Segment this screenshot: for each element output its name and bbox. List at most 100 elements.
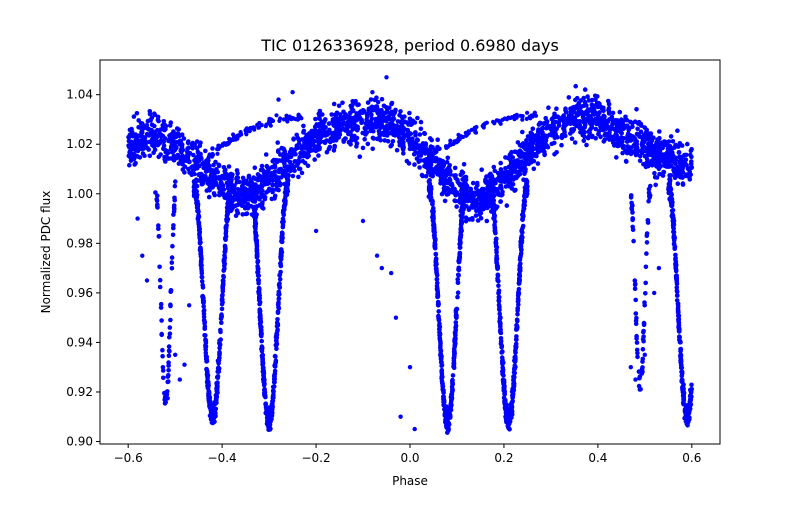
data-point <box>530 126 536 131</box>
data-point <box>593 97 598 103</box>
data-point <box>509 115 514 120</box>
data-point <box>653 182 658 188</box>
data-point <box>379 96 385 102</box>
data-point <box>262 377 267 383</box>
data-point <box>635 126 640 132</box>
data-point <box>652 170 657 176</box>
data-point <box>435 302 441 308</box>
data-point <box>524 181 529 187</box>
data-point <box>130 132 135 138</box>
data-point <box>395 119 401 124</box>
data-point <box>426 194 432 199</box>
data-point <box>206 194 212 200</box>
data-point <box>216 147 221 152</box>
data-point <box>559 132 565 138</box>
data-point <box>254 246 260 252</box>
data-point <box>255 266 261 272</box>
data-point <box>508 166 514 172</box>
data-point <box>499 349 505 355</box>
data-point <box>407 116 413 122</box>
data-point <box>589 125 595 130</box>
data-point <box>458 225 464 231</box>
data-point <box>529 131 535 137</box>
data-point <box>275 159 280 165</box>
data-point <box>390 139 396 144</box>
data-point <box>633 377 638 382</box>
data-point <box>589 102 595 107</box>
data-point <box>192 171 197 177</box>
data-point <box>360 218 366 224</box>
data-point <box>447 176 452 182</box>
data-point <box>341 109 346 115</box>
data-point <box>234 180 240 185</box>
data-point <box>559 142 564 148</box>
data-point <box>258 194 263 200</box>
data-point <box>203 169 209 174</box>
data-point <box>463 218 469 224</box>
data-point <box>171 205 177 210</box>
data-point <box>668 173 674 178</box>
data-point <box>513 187 518 193</box>
data-point <box>526 161 532 167</box>
data-point <box>588 117 593 122</box>
data-point <box>389 142 395 148</box>
data-point <box>148 118 153 123</box>
data-point <box>593 126 599 132</box>
data-point <box>383 115 388 121</box>
data-point <box>245 201 251 207</box>
data-point <box>422 130 427 136</box>
data-point <box>367 110 373 115</box>
data-point <box>341 138 346 143</box>
data-point <box>512 370 517 376</box>
data-point <box>492 168 498 174</box>
data-point <box>235 210 240 215</box>
data-point <box>251 125 256 130</box>
data-point <box>222 255 228 260</box>
data-point <box>298 150 303 156</box>
data-point <box>142 153 147 158</box>
data-point <box>580 132 586 137</box>
data-point <box>488 179 494 185</box>
data-point <box>503 407 508 412</box>
data-point <box>462 191 467 197</box>
data-point <box>605 98 611 104</box>
x-tick-label: 0.2 <box>494 451 513 465</box>
data-point <box>521 206 527 212</box>
data-point <box>331 117 336 123</box>
data-point <box>255 122 260 127</box>
data-point <box>176 127 181 132</box>
data-point <box>255 258 261 264</box>
data-point <box>478 191 483 197</box>
data-point <box>157 284 163 290</box>
data-point <box>317 145 322 150</box>
data-point <box>672 144 678 149</box>
data-point <box>271 389 276 394</box>
data-point <box>582 99 588 105</box>
data-point <box>483 121 488 126</box>
data-point <box>329 112 335 117</box>
data-point <box>668 194 674 200</box>
data-point <box>503 166 508 171</box>
data-point <box>150 135 156 141</box>
data-point <box>459 220 465 225</box>
data-point <box>187 303 192 308</box>
data-point <box>200 282 205 288</box>
data-point <box>519 143 524 148</box>
data-point <box>667 176 672 182</box>
data-point <box>593 136 598 141</box>
data-point <box>215 381 220 386</box>
data-point <box>194 145 200 151</box>
data-point <box>520 117 525 122</box>
data-point <box>508 172 513 178</box>
data-point <box>214 386 219 392</box>
data-point <box>470 217 475 222</box>
data-point <box>135 133 141 139</box>
data-point <box>432 150 438 155</box>
data-point <box>642 302 647 308</box>
data-point <box>540 125 545 131</box>
data-point <box>606 107 612 113</box>
data-point <box>546 105 551 110</box>
data-point <box>434 165 440 171</box>
y-axis-label: Normalized PDC flux <box>39 191 53 314</box>
data-point <box>415 115 420 121</box>
